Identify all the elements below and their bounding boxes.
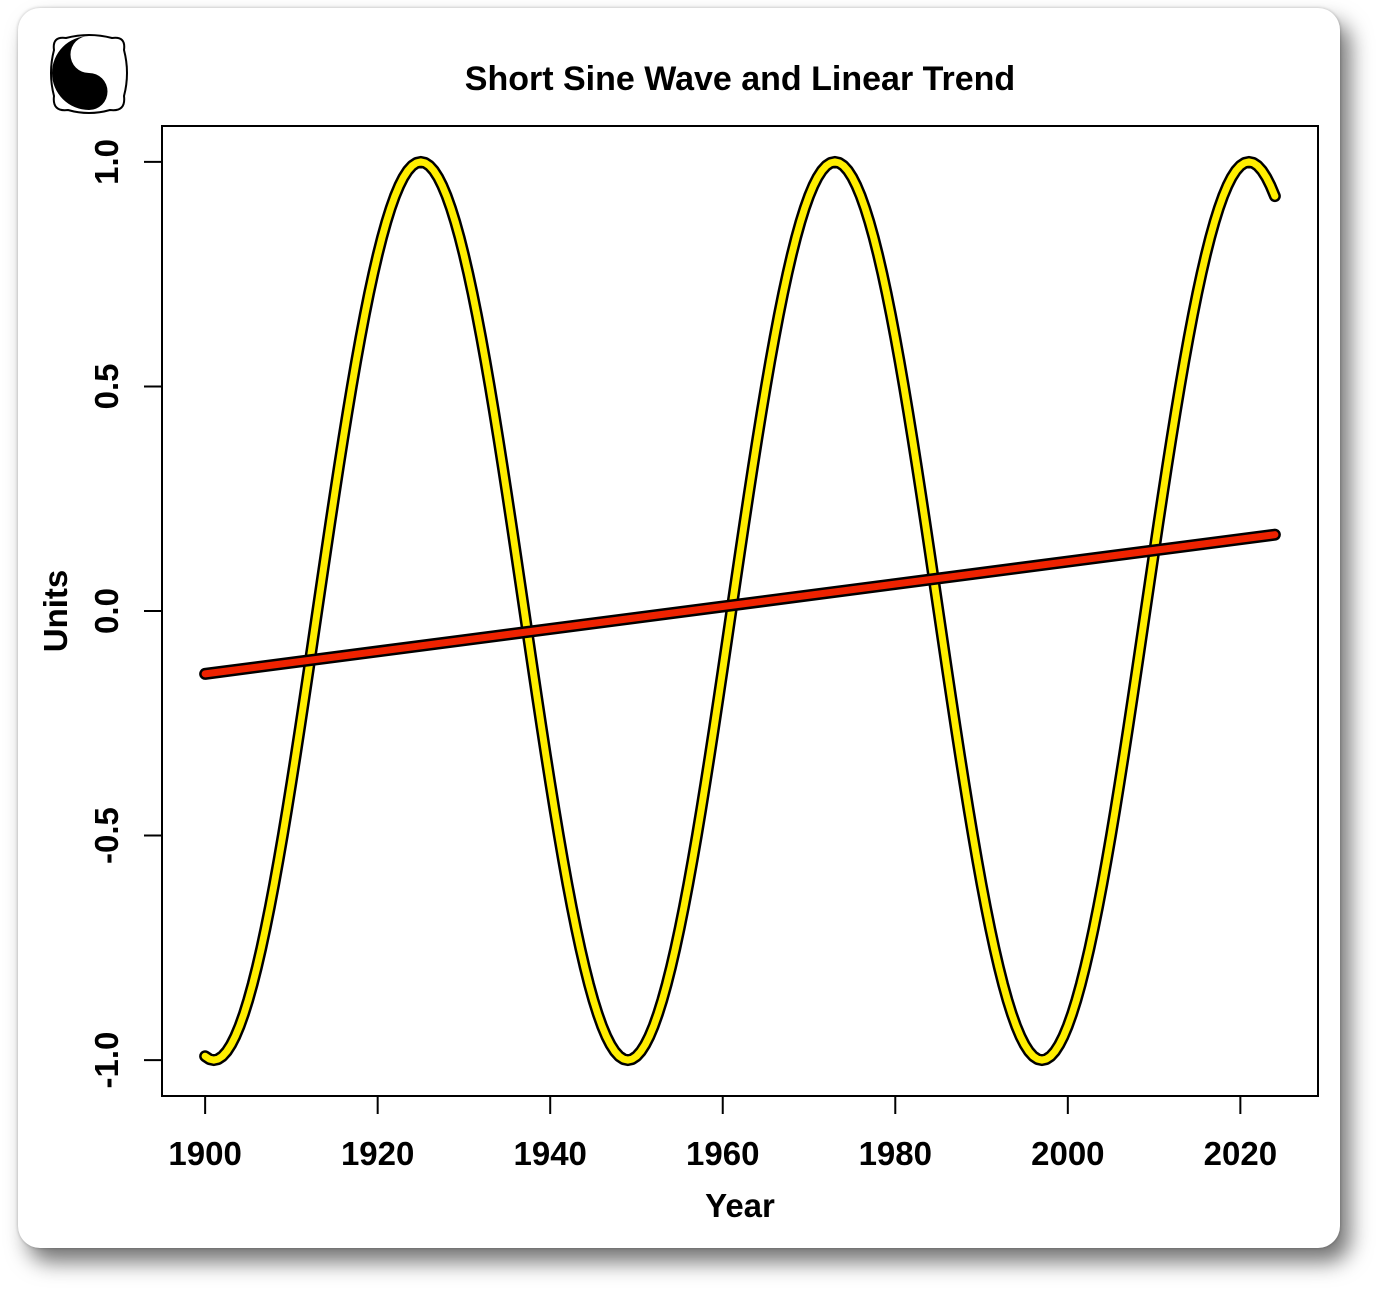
x-tick-label: 1940: [513, 1135, 586, 1172]
x-tick-label: 1920: [341, 1135, 414, 1172]
x-axis-label: Year: [705, 1187, 775, 1224]
x-axis: 1900 1920 1940 1960 1980 2000 2020: [168, 1095, 1277, 1172]
series-layer: [199, 155, 1281, 1067]
x-tick-label: 2020: [1204, 1135, 1277, 1172]
linear-trend-series: [199, 528, 1281, 680]
y-axis: -1.0 -0.5 0.0 0.5 1.0: [88, 139, 163, 1089]
x-tick-label: 1900: [168, 1135, 241, 1172]
trend-line: [201, 531, 1279, 678]
y-tick-label: -0.5: [88, 807, 125, 864]
y-tick-label: 1.0: [88, 139, 125, 185]
sine-wave-series: [199, 155, 1281, 1067]
y-tick-label: -1.0: [88, 1032, 125, 1089]
y-axis-label: Units: [37, 570, 74, 653]
y-tick-label: 0.5: [88, 364, 125, 410]
x-tick-label: 2000: [1031, 1135, 1104, 1172]
x-tick-label: 1980: [859, 1135, 932, 1172]
yin-yang-cat-logo-icon: [50, 34, 128, 114]
chart-title: Short Sine Wave and Linear Trend: [465, 60, 1015, 98]
x-tick-label: 1960: [686, 1135, 759, 1172]
y-tick-label: 0.0: [88, 588, 125, 634]
sine-wave-line: [201, 158, 1279, 1064]
